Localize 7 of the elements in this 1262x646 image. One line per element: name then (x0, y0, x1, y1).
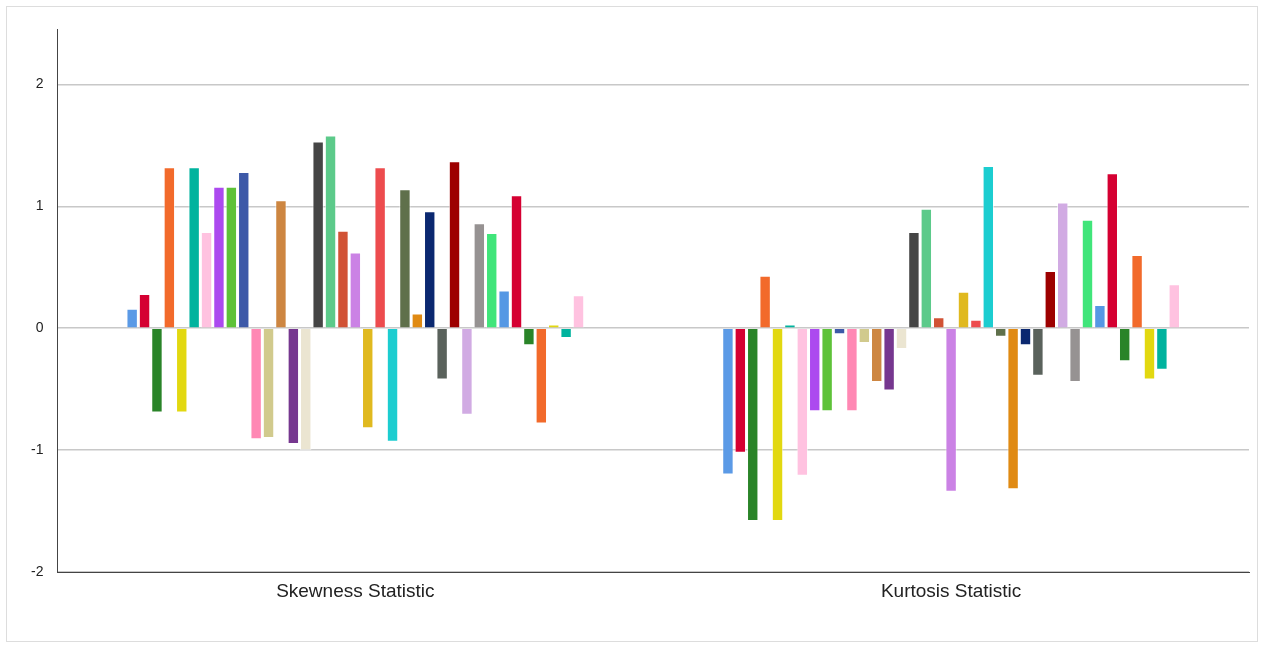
x-tick-label: Kurtosis Statistic (880, 579, 1022, 601)
y-tick-label: 2 (35, 75, 44, 92)
y-tick-label: -1 (31, 441, 44, 458)
x-tick-label: Skewness Statistic (276, 579, 435, 601)
y-tick-label: 0 (35, 319, 44, 336)
y-tick-label: -2 (31, 563, 44, 580)
y-tick-label: 1 (35, 197, 44, 214)
